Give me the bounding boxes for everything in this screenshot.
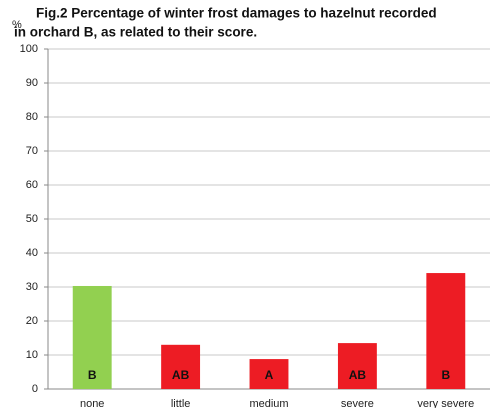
y-tick-label: 40 bbox=[26, 247, 38, 259]
bar bbox=[249, 359, 289, 389]
bar-label: B bbox=[441, 368, 450, 382]
y-tick-label: 70 bbox=[26, 145, 38, 157]
bar-label: AB bbox=[172, 368, 190, 382]
y-tick-label: 20 bbox=[26, 315, 38, 327]
y-tick-label: 90 bbox=[26, 77, 38, 89]
y-axis-label: % bbox=[12, 19, 22, 31]
y-tick-label: 100 bbox=[20, 43, 38, 55]
x-tick-label: very severe bbox=[417, 398, 474, 408]
y-tick-label: 60 bbox=[26, 179, 38, 191]
bar-label: A bbox=[265, 368, 274, 382]
bar bbox=[161, 344, 201, 389]
bar bbox=[337, 343, 377, 389]
y-tick-label: 0 bbox=[32, 383, 38, 395]
chart-title: in orchard B, as related to their score. bbox=[14, 25, 257, 40]
x-tick-label: none bbox=[80, 398, 104, 408]
y-tick-label: 50 bbox=[26, 213, 38, 225]
chart-title: Fig.2 Percentage of winter frost damages… bbox=[36, 6, 437, 21]
y-tick-label: 30 bbox=[26, 281, 38, 293]
x-tick-label: little bbox=[171, 398, 191, 408]
y-tick-label: 10 bbox=[26, 349, 38, 361]
bar-label: B bbox=[88, 368, 97, 382]
x-tick-label: severe bbox=[341, 398, 374, 408]
bar bbox=[72, 285, 112, 389]
x-tick-label: medium bbox=[249, 398, 288, 408]
y-tick-label: 80 bbox=[26, 111, 38, 123]
bar bbox=[426, 273, 466, 389]
bar-label: AB bbox=[349, 368, 367, 382]
